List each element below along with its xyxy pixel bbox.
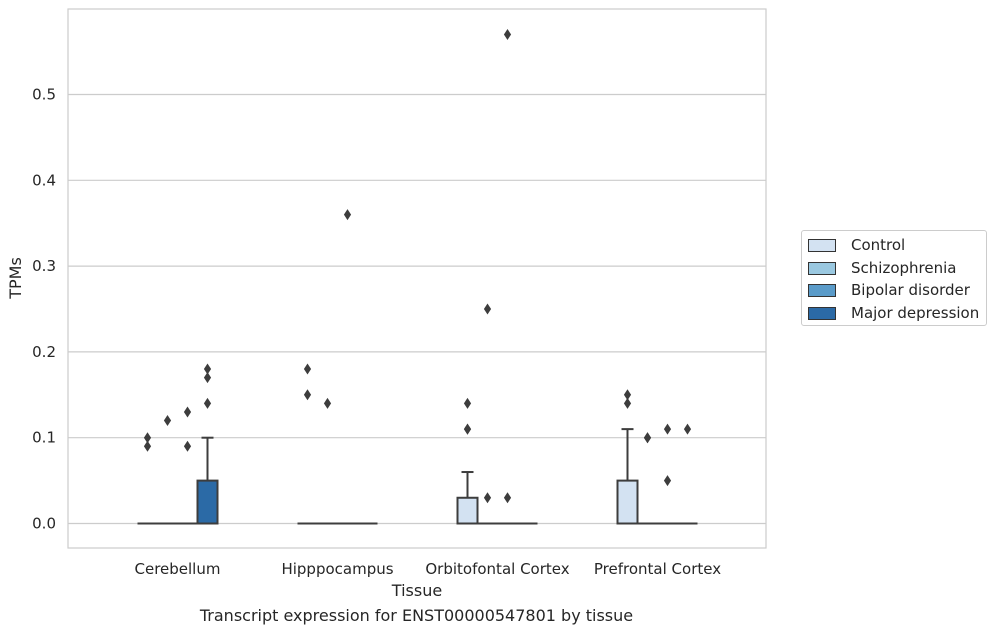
legend-item-control: Control: [808, 235, 905, 255]
outlier-point: [623, 389, 632, 401]
outlier-point: [503, 492, 512, 504]
box-group: [137, 432, 158, 525]
outlier-point: [643, 432, 652, 444]
outlier-point: [183, 406, 192, 418]
outlier-point: [463, 397, 472, 409]
x-tick-labels: Cerebellum Hipppocampus Orbitofontal Corte…: [135, 560, 722, 578]
x-tick-label: Cerebellum: [135, 560, 221, 578]
outlier-point: [203, 397, 212, 409]
legend: Control Schizophrenia Bipolar disorder M…: [801, 230, 987, 326]
legend-label-bipolar-disorder: Bipolar disorder: [851, 281, 970, 299]
box-group: [677, 423, 698, 525]
grid-lines: [68, 93, 766, 525]
y-tick-label: 0.3: [32, 257, 56, 275]
x-tick-label: Hipppocampus: [281, 560, 393, 578]
legend-label-schizophrenia: Schizophrenia: [851, 259, 957, 277]
box-group: [456, 397, 479, 525]
x-tick-label: Prefrontal Cortex: [594, 560, 721, 578]
outlier-point: [663, 423, 672, 435]
legend-swatch-major-depression: [808, 306, 836, 320]
outlier-point: [163, 415, 172, 427]
legend-item-major-depression: Major depression: [808, 303, 979, 323]
legend-item-schizophrenia: Schizophrenia: [808, 258, 956, 278]
outlier-point: [483, 303, 492, 315]
outlier-point: [303, 363, 312, 375]
box: [456, 496, 479, 525]
box-group: [657, 423, 678, 525]
outlier-point: [683, 423, 692, 435]
legend-swatch-control: [808, 238, 836, 252]
legend-swatch-schizophrenia: [808, 261, 836, 275]
outlier-point: [203, 363, 212, 375]
outlier-point: [303, 389, 312, 401]
outlier-point: [143, 440, 152, 452]
box-group: [616, 389, 639, 525]
outlier-point: [623, 397, 632, 409]
box: [616, 479, 639, 525]
chart-caption: Transcript expression for ENST0000054780…: [199, 606, 634, 625]
box-group: [317, 397, 338, 525]
box-group: [337, 209, 358, 525]
outlier-point: [143, 432, 152, 444]
y-axis-title: TPMs: [6, 257, 25, 300]
box-group: [177, 406, 198, 525]
y-tick-label: 0.4: [32, 171, 56, 189]
outlier-point: [343, 209, 352, 221]
outlier-point: [503, 28, 512, 40]
legend-label-control: Control: [851, 236, 906, 254]
outlier-point: [183, 440, 192, 452]
box-marks: [137, 28, 698, 525]
box: [196, 479, 219, 525]
outlier-point: [323, 397, 332, 409]
y-tick-label: 0.0: [32, 515, 56, 533]
box-group: [157, 415, 178, 525]
box-group: [196, 363, 219, 525]
box-group: [477, 303, 498, 525]
x-tick-label: Orbitofontal Cortex: [425, 560, 569, 578]
y-tick-label: 0.2: [32, 343, 56, 361]
plot-frame: [67, 8, 767, 549]
legend-swatch-bipolar-disorder: [808, 283, 836, 297]
box-group: [637, 432, 658, 525]
y-tick-labels: 0.0 0.1 0.2 0.3 0.4 0.5: [32, 86, 56, 533]
box-group: [297, 363, 318, 525]
y-tick-label: 0.1: [32, 429, 56, 447]
outlier-point: [203, 372, 212, 384]
box-group: [497, 28, 518, 525]
y-tick-label: 0.5: [32, 86, 56, 104]
legend-item-bipolar-disorder: Bipolar disorder: [808, 280, 970, 300]
x-axis-title: Tissue: [391, 581, 442, 600]
outlier-point: [463, 423, 472, 435]
outlier-point: [663, 475, 672, 487]
legend-label-major-depression: Major depression: [851, 304, 980, 322]
outlier-point: [483, 492, 492, 504]
